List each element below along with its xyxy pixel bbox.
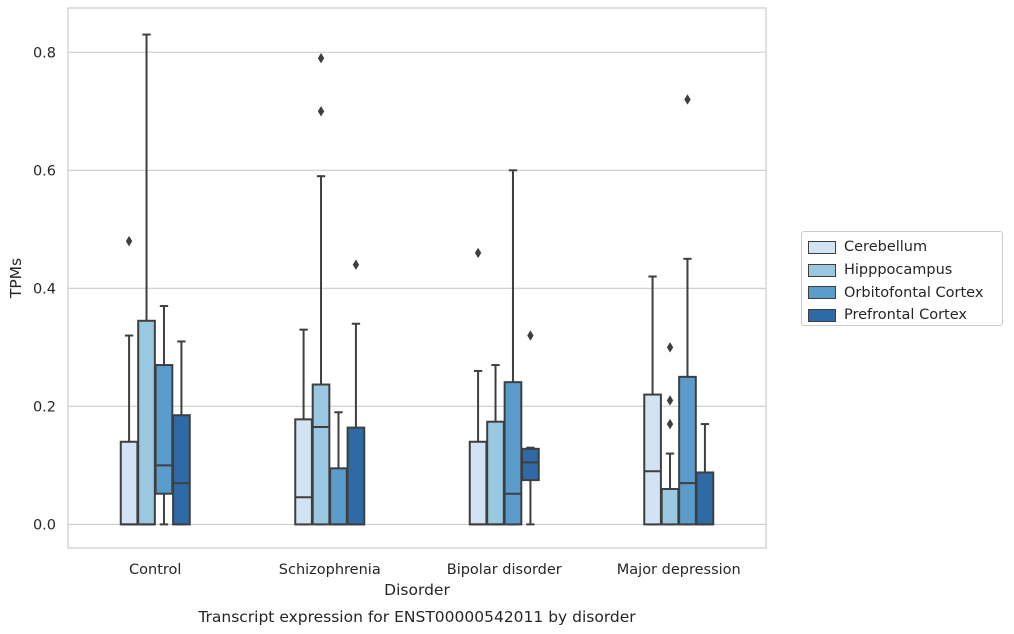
y-tick-label: 0.6 <box>33 163 56 179</box>
box-prefrontal-cortex <box>695 423 715 526</box>
x-tick-label: Major depression <box>617 562 741 578</box>
box-iqr <box>294 418 313 526</box>
box-hipppocampus <box>660 342 680 526</box>
y-axis-ticks: 0.0 0.2 0.4 0.6 0.8 <box>33 45 56 533</box>
y-tick-label: 0.8 <box>33 45 56 61</box>
legend-item-orbitofrontal-cortex: Orbitofontal Cortex <box>808 281 1002 304</box>
box-iqr <box>521 447 540 482</box>
legend-swatch-cerebellum <box>808 240 836 254</box>
x-tick-label: Schizophrenia <box>279 562 381 578</box>
x-tick-label: Bipolar disorder <box>447 562 562 578</box>
box-iqr <box>678 375 697 526</box>
outlier-point <box>527 330 534 341</box>
box-iqr <box>172 414 191 526</box>
box-iqr <box>346 426 366 526</box>
y-tick-label: 0.4 <box>33 281 56 297</box>
box-orbitofontal-cortex <box>154 305 174 526</box>
outlier-point <box>666 418 674 430</box>
outlier-point <box>352 259 360 270</box>
box-prefrontal-cortex <box>172 340 191 526</box>
legend-swatch-hippocampus <box>808 263 836 277</box>
y-tick-label: 0.0 <box>33 517 56 533</box>
box-iqr <box>329 467 348 526</box>
box-iqr <box>468 440 488 526</box>
legend-label: Cerebellum <box>844 239 928 256</box>
x-axis-ticks: Control Schizophrenia Bipolar disorder Majo… <box>129 562 741 578</box>
box-cerebellum <box>643 275 662 526</box>
outlier-point <box>666 395 674 406</box>
outlier-point <box>666 342 674 353</box>
box-hipppocampus <box>311 52 331 526</box>
box-iqr <box>503 381 523 526</box>
box-iqr <box>486 420 505 526</box>
legend-swatch-orbitofrontal-cortex <box>808 286 836 300</box>
boxes <box>119 33 715 526</box>
box-iqr <box>695 471 715 526</box>
outlier-point <box>317 106 325 117</box>
legend-swatch-prefrontal-cortex <box>808 308 836 322</box>
box-iqr <box>119 440 139 526</box>
box-cerebellum <box>468 247 488 526</box>
box-cerebellum <box>119 235 139 526</box>
chart-title: Transcript expression for ENST0000054201… <box>197 608 636 626</box>
box-iqr <box>643 393 662 526</box>
x-tick-label: Control <box>129 562 181 578</box>
legend-label: Orbitofontal Cortex <box>844 284 984 301</box>
legend-item-hippocampus: Hipppocampus <box>808 259 1002 282</box>
legend-item-prefrontal-cortex: Prefrontal Cortex <box>808 304 1002 327</box>
box-hipppocampus <box>486 364 505 526</box>
box-iqr <box>137 319 156 526</box>
box-orbitofontal-cortex <box>329 411 348 526</box>
box-cerebellum <box>294 328 313 526</box>
outlier-point <box>317 52 325 64</box>
legend-label: Hipppocampus <box>844 262 953 279</box>
box-iqr <box>311 383 331 526</box>
legend: Cerebellum Hipppocampus Orbitofontal Cor… <box>801 231 1003 326</box>
y-axis-label: TPMs <box>7 258 25 299</box>
box-hipppocampus <box>137 33 156 526</box>
y-tick-label: 0.2 <box>33 399 56 415</box>
plot-area-frame <box>67 7 767 549</box>
box-orbitofontal-cortex <box>503 169 523 526</box>
outlier-point <box>125 235 133 247</box>
legend-item-cerebellum: Cerebellum <box>808 236 1002 259</box>
box-prefrontal-cortex <box>521 330 540 526</box>
box-orbitofontal-cortex <box>678 94 697 526</box>
x-axis-label: Disorder <box>384 581 450 599</box>
box-iqr <box>154 364 174 495</box>
box-prefrontal-cortex <box>346 259 366 526</box>
outlier-point <box>474 247 482 259</box>
outlier-point <box>684 94 691 105</box>
legend-label: Prefrontal Cortex <box>844 307 967 324</box>
box-iqr <box>660 487 680 526</box>
